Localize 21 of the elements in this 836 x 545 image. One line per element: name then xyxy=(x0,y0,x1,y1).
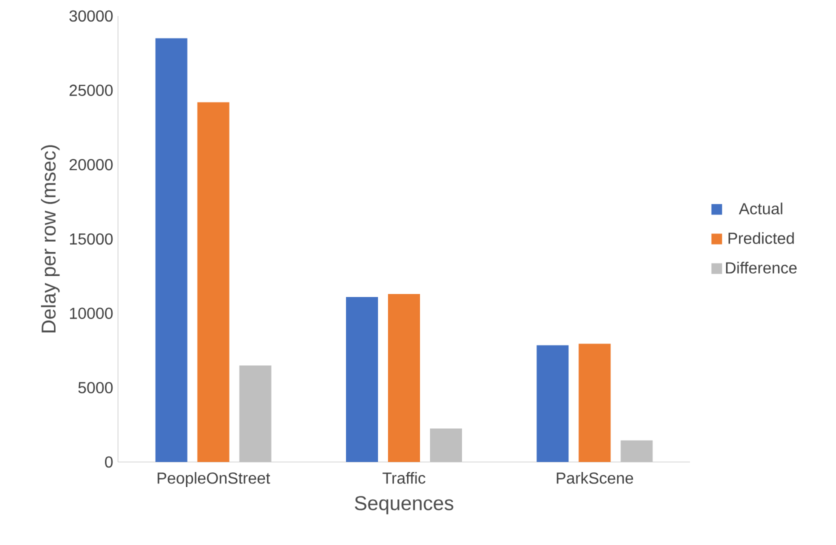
y-tick-label: 15000 xyxy=(70,233,113,245)
y-tick-label: 10000 xyxy=(70,308,113,319)
x-tick-label: PeopleOnStreet xyxy=(158,472,270,487)
legend-label: Actual xyxy=(738,202,782,214)
y-tick-label: 5000 xyxy=(78,382,113,394)
bar xyxy=(155,38,188,462)
x-tick-label: Traffic xyxy=(382,472,426,484)
bar xyxy=(536,345,569,462)
x-axis-title: Sequences xyxy=(354,496,454,514)
legend-label: Predicted xyxy=(728,232,794,244)
bar xyxy=(388,294,420,462)
bar xyxy=(197,102,230,462)
y-tick-label: 20000 xyxy=(70,159,113,170)
bar xyxy=(346,296,378,462)
x-tick-label: ParkScene xyxy=(556,472,634,484)
y-tick-label: 30000 xyxy=(69,10,113,22)
legend-label: Difference xyxy=(726,262,797,274)
y-tick-label: 25000 xyxy=(70,84,113,96)
y-axis-title: Delay per row (msec) xyxy=(41,145,60,332)
y-tick-label: 0 xyxy=(105,456,113,468)
bar xyxy=(578,344,611,462)
